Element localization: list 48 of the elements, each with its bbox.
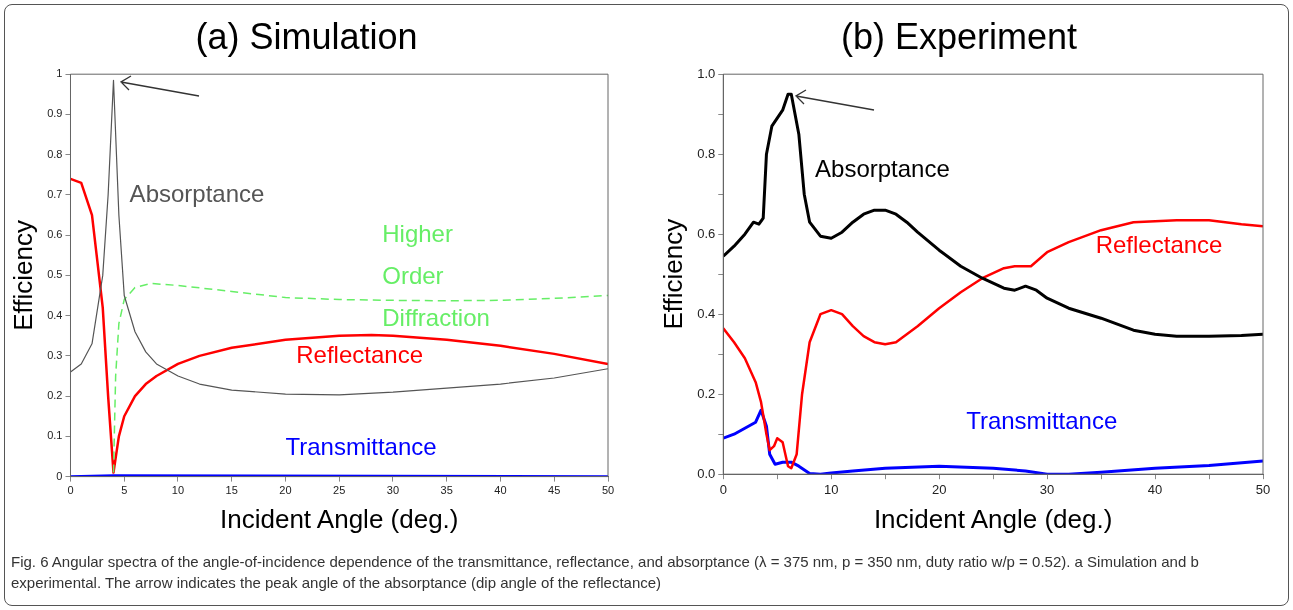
x-axis-title: Incident Angle (deg.) — [873, 503, 1113, 534]
x-tick-label: 35 — [440, 484, 453, 497]
y-tick-label: 0.7 — [47, 187, 63, 200]
x-tick-label: 20 — [279, 484, 292, 497]
x-tick-label: 0 — [719, 481, 727, 497]
x-tick-label: 10 — [171, 484, 185, 497]
y-tick-label: 1 — [56, 67, 63, 80]
x-tick-label: 45 — [548, 484, 561, 497]
y-tick-label: 0.8 — [697, 145, 716, 161]
y-tick-label: 0.5 — [47, 268, 63, 281]
x-tick-label: 50 — [1255, 481, 1271, 497]
series-label: Absorptance — [129, 179, 265, 207]
x-tick-label: 40 — [494, 484, 507, 497]
y-axis-title: Efficiency — [657, 218, 688, 330]
y-axis-title: Efficiency — [7, 220, 38, 331]
y-tick-label: 0.3 — [47, 348, 63, 361]
x-tick-label: 0 — [67, 484, 74, 497]
y-tick-label: 0.8 — [47, 147, 63, 160]
x-tick-label: 30 — [386, 484, 400, 497]
series-label: Reflectance — [1095, 230, 1223, 258]
y-tick-label: 0.6 — [697, 225, 716, 241]
chart-title: (a) Simulation — [195, 15, 418, 57]
chart-title: (b) Experiment — [840, 15, 1078, 57]
series-label: Transmittance — [285, 433, 437, 461]
x-tick-label: 40 — [1147, 481, 1163, 497]
y-tick-label: 0.0 — [697, 465, 716, 481]
x-tick-label: 5 — [121, 484, 128, 497]
x-tick-label: 15 — [225, 484, 238, 497]
x-tick-label: 20 — [931, 481, 947, 497]
y-tick-label: 0.2 — [697, 385, 716, 401]
y-tick-label: 0.6 — [47, 228, 63, 241]
y-tick-label: 0 — [56, 469, 63, 482]
x-axis-title: Incident Angle (deg.) — [220, 503, 459, 534]
series-label: Reflectance — [296, 340, 423, 368]
y-tick-label: 0.9 — [47, 107, 63, 120]
y-tick-label: 0.4 — [697, 305, 716, 321]
x-tick-label: 25 — [333, 484, 346, 497]
y-tick-label: 0.1 — [47, 429, 63, 442]
y-tick-label: 1.0 — [697, 65, 716, 81]
x-tick-label: 10 — [823, 481, 839, 497]
y-tick-label: 0.2 — [47, 389, 63, 402]
series-label: Absorptance — [815, 154, 950, 182]
series-label: Transmittance — [966, 406, 1118, 434]
x-tick-label: 50 — [601, 484, 615, 497]
caption: Fig. 6 Angular spectra of the angle-of-incidence dependence of the transmittance, reflectance, and absorptance (λ = 375 nm, p = 350 nm, duty ratio w/p = 0.52). a Simulation and b experimental. The arrow indicates the peak angle of the absorptance (dip angle of the reflectance) — [11, 552, 1200, 593]
x-tick-label: 30 — [1039, 481, 1055, 497]
y-tick-label: 0.4 — [47, 308, 63, 321]
series-label: Higher Order Diffraction — [382, 219, 490, 332]
